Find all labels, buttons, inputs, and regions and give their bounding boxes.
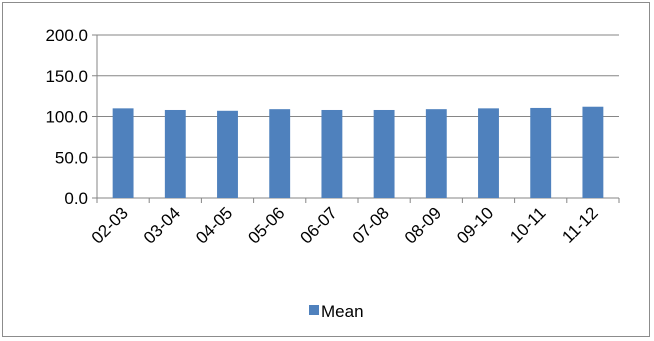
- y-tick-label: 200.0: [45, 26, 88, 45]
- y-tick-label: 150.0: [45, 67, 88, 86]
- legend: Mean: [309, 302, 364, 321]
- bars: [112, 106, 604, 198]
- x-tick-label: 09-10: [453, 203, 497, 247]
- bar: [217, 110, 238, 198]
- x-tick-label: 04-05: [192, 203, 236, 247]
- bar: [530, 107, 552, 198]
- bar: [425, 109, 447, 198]
- x-tick-label: 05-06: [244, 203, 288, 247]
- bar: [321, 109, 343, 198]
- x-tick-label: 11-12: [558, 203, 601, 246]
- bar: [269, 109, 291, 198]
- bar: [373, 109, 395, 198]
- bar: [582, 106, 604, 198]
- y-axis-ticks: 0.0 50.0 100.0 150.0 200.0: [45, 26, 97, 208]
- x-tick-label: 08-09: [401, 203, 445, 247]
- x-tick-label: 06-07: [297, 203, 341, 247]
- y-tick-label: 100.0: [45, 108, 88, 127]
- x-tick-label: 10-11: [506, 203, 549, 246]
- y-tick-label: 50.0: [55, 148, 88, 167]
- x-tick-label: 03-04: [140, 203, 184, 247]
- legend-swatch: [309, 305, 319, 315]
- x-axis-ticks: 02-03 03-04 04-05 05-06 06-07 07-08 08-09 09-10…: [88, 198, 620, 248]
- y-tick-label: 0.0: [64, 189, 88, 208]
- x-tick-label: 02-03: [88, 203, 132, 247]
- x-tick-label: 07-08: [349, 203, 393, 247]
- bar: [164, 109, 186, 198]
- legend-label: Mean: [321, 302, 364, 321]
- bar: [478, 108, 499, 198]
- bar: [112, 108, 134, 198]
